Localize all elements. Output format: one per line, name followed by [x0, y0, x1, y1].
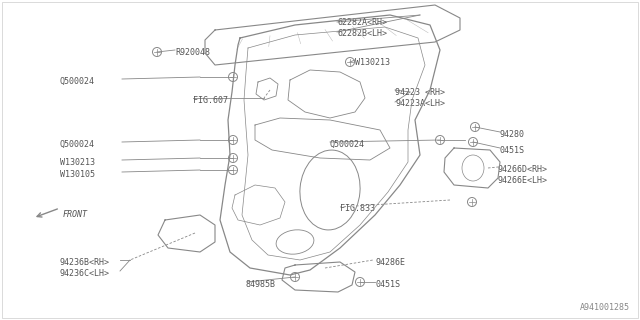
- Text: Q500024: Q500024: [60, 140, 95, 149]
- Text: FRONT: FRONT: [63, 210, 88, 219]
- Text: A941001285: A941001285: [580, 303, 630, 312]
- Text: 0451S: 0451S: [500, 146, 525, 155]
- Text: 94236C<LH>: 94236C<LH>: [60, 269, 110, 278]
- Text: Q500024: Q500024: [60, 77, 95, 86]
- Text: W130213: W130213: [60, 158, 95, 167]
- Text: 94223 <RH>: 94223 <RH>: [395, 88, 445, 97]
- Text: 0451S: 0451S: [375, 280, 400, 289]
- Text: 84985B: 84985B: [245, 280, 275, 289]
- Text: 94286E: 94286E: [375, 258, 405, 267]
- Text: W130213: W130213: [355, 58, 390, 67]
- Text: Q500024: Q500024: [330, 140, 365, 149]
- Text: R920048: R920048: [175, 48, 210, 57]
- Text: 94266E<LH>: 94266E<LH>: [498, 176, 548, 185]
- Text: FIG.607: FIG.607: [193, 96, 228, 105]
- Text: 62282B<LH>: 62282B<LH>: [337, 29, 387, 38]
- Text: FIG.833: FIG.833: [340, 204, 375, 213]
- Text: 94223A<LH>: 94223A<LH>: [395, 99, 445, 108]
- Text: 94280: 94280: [500, 130, 525, 139]
- Text: 94266D<RH>: 94266D<RH>: [498, 165, 548, 174]
- Text: W130105: W130105: [60, 170, 95, 179]
- Text: 94236B<RH>: 94236B<RH>: [60, 258, 110, 267]
- Text: 62282A<RH>: 62282A<RH>: [337, 18, 387, 27]
